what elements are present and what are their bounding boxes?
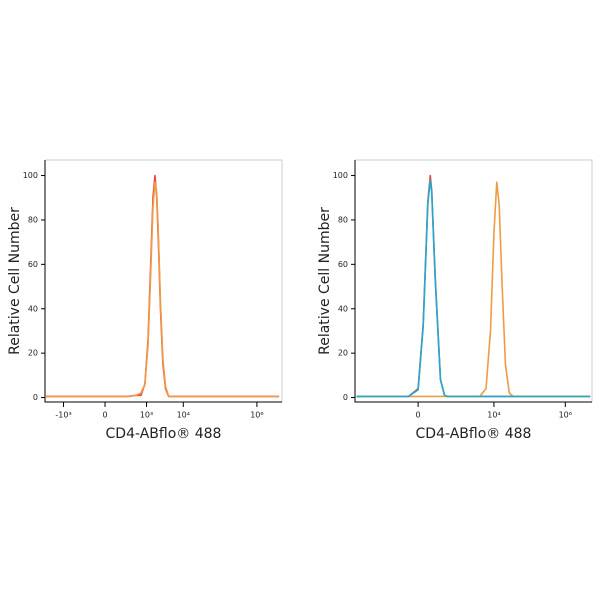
- y-tick-label: 40: [28, 304, 38, 313]
- histogram-line: [356, 181, 591, 398]
- plot-frame: [355, 159, 593, 402]
- x-axis-label: CD4-ABflo® 488: [106, 426, 222, 442]
- x-tick-label: 10⁶: [250, 411, 263, 420]
- y-tick-label: 60: [338, 260, 348, 269]
- y-tick-label: 80: [338, 215, 348, 224]
- histogram-line: [356, 174, 591, 398]
- x-tick-label: 10³: [140, 411, 153, 420]
- x-tick-label: 0: [102, 411, 107, 420]
- y-axis-label: Relative Cell Number: [7, 207, 23, 355]
- x-tick-label: -10³: [55, 411, 71, 420]
- x-tick-label: 10⁶: [559, 411, 572, 420]
- y-tick-label: 80: [28, 215, 38, 224]
- y-tick-label: 40: [338, 304, 348, 313]
- y-tick-label: 20: [338, 349, 348, 358]
- histogram-line: [46, 181, 280, 398]
- axes: [354, 160, 592, 403]
- y-tick-label: 20: [28, 349, 38, 358]
- x-tick-label: 10⁴: [177, 411, 190, 420]
- y-tick-label: 0: [33, 393, 38, 402]
- axes: [44, 160, 282, 403]
- y-tick-label: 60: [28, 260, 38, 269]
- plot-frame: [45, 159, 283, 402]
- histogram-line: [356, 179, 591, 398]
- x-axis-label: CD4-ABflo® 488: [416, 426, 532, 442]
- y-tick-label: 100: [23, 171, 38, 180]
- y-tick-label: 100: [333, 171, 348, 180]
- y-axis-label: Relative Cell Number: [317, 207, 333, 355]
- y-tick-label: 0: [343, 393, 348, 402]
- x-tick-label: 10⁴: [487, 411, 500, 420]
- x-tick-label: 0: [416, 411, 421, 420]
